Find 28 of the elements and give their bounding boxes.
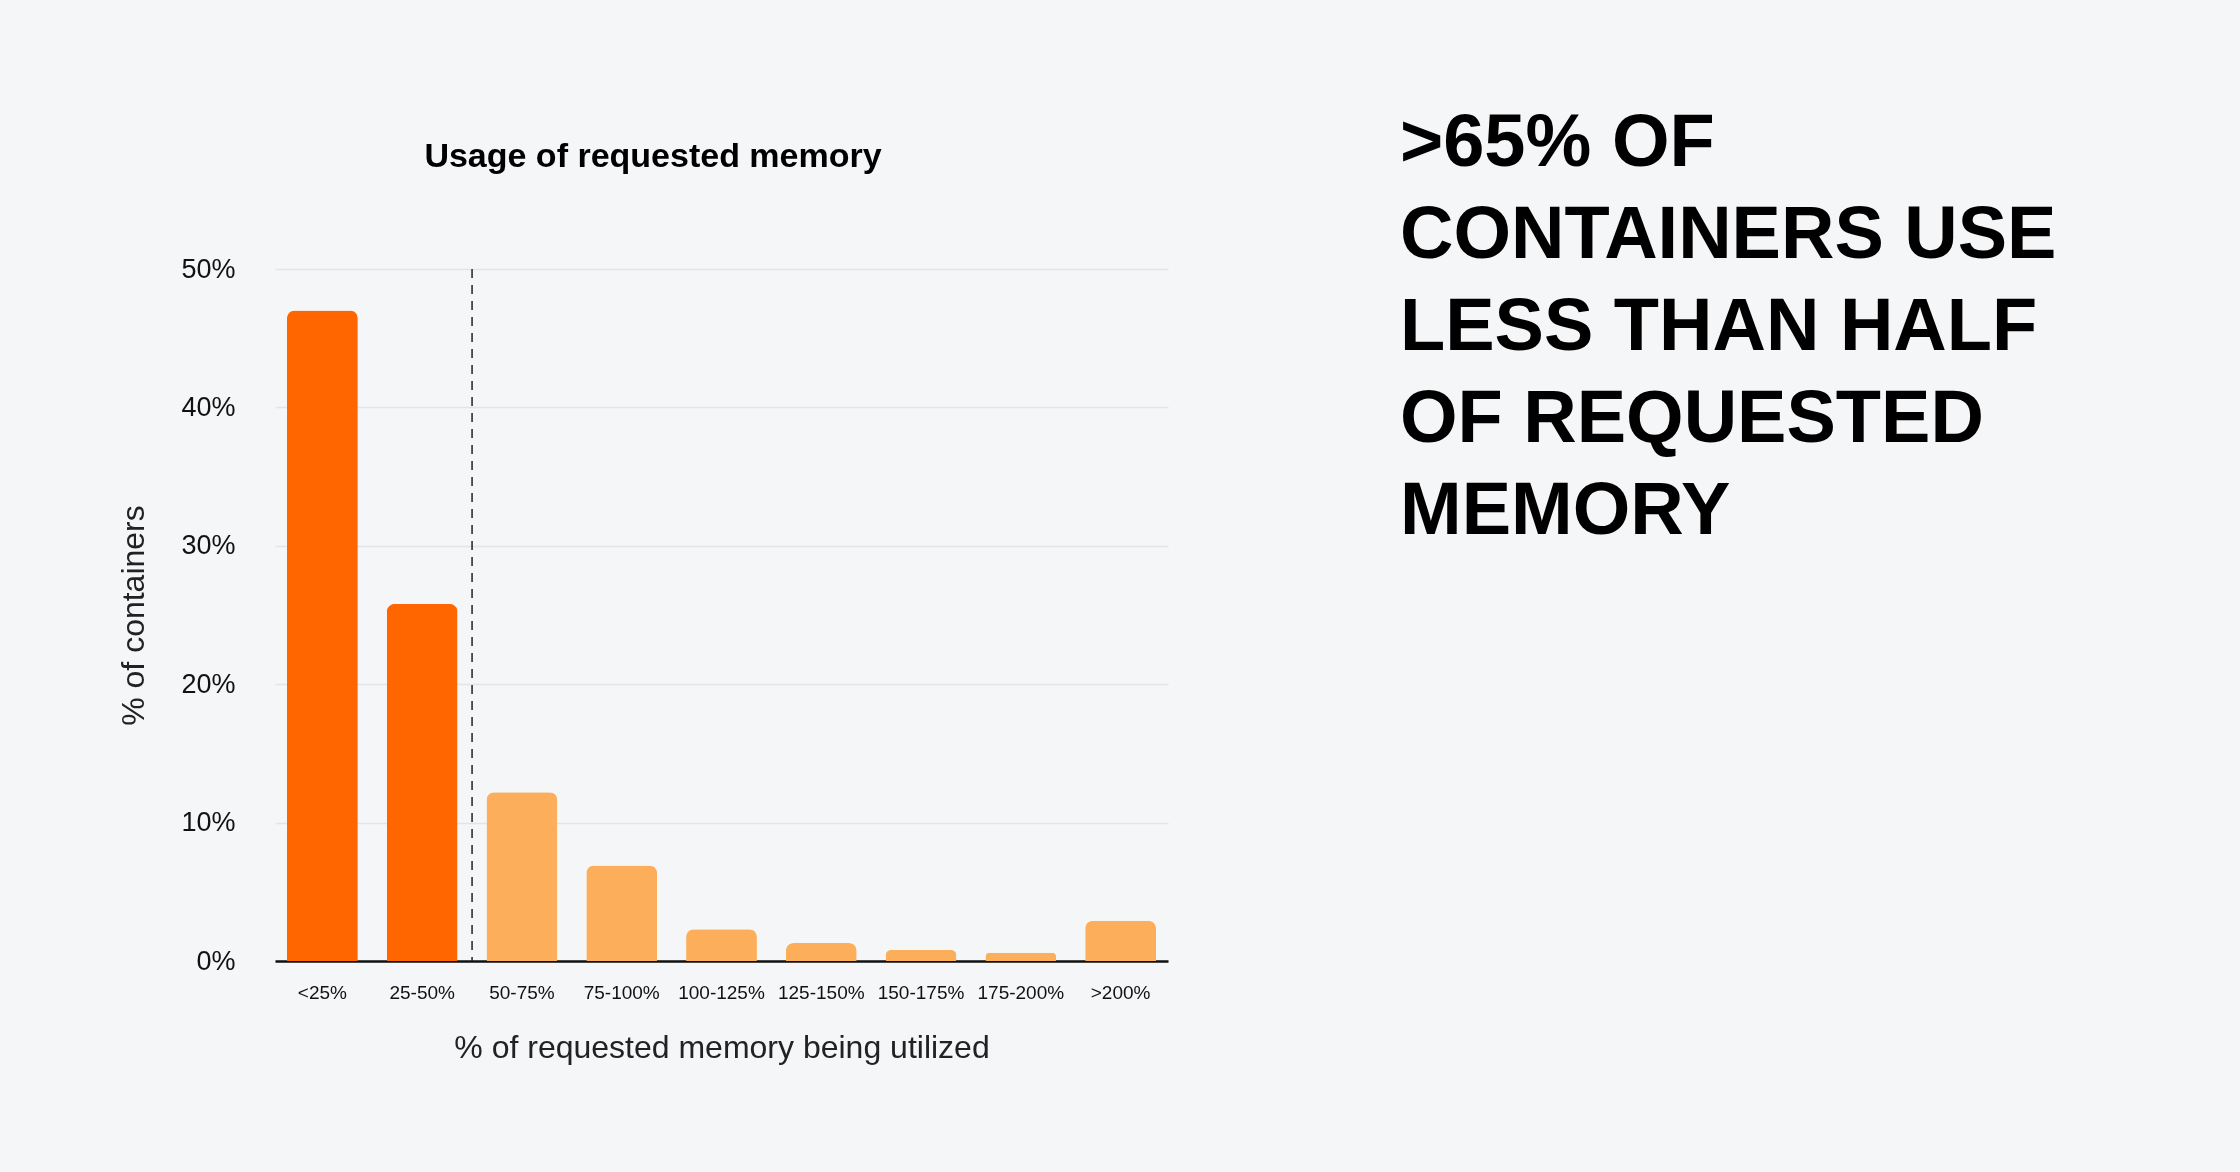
y-tick-label: 20% <box>181 668 236 699</box>
bar <box>486 792 558 961</box>
bar <box>286 310 358 961</box>
bar <box>985 952 1057 961</box>
x-tick-label: 50-75% <box>489 981 555 1003</box>
y-tick-label: 50% <box>181 253 236 284</box>
chart-title: Usage of requested memory <box>424 136 882 174</box>
y-axis-title: % of containers <box>115 505 152 726</box>
x-tick-label: 25-50% <box>389 981 456 1003</box>
text: >65% OF CONTAINERS USE LESS THAN HALF OF REQUESTED MEMORY <box>1400 99 2057 550</box>
y-tick-label: 40% <box>181 391 236 422</box>
bar <box>885 949 957 961</box>
bar <box>1085 920 1157 961</box>
y-tick-label: 30% <box>181 530 236 561</box>
bar <box>785 943 857 961</box>
y-tick-label: 0% <box>196 945 236 976</box>
y-tick-label: 10% <box>181 807 236 838</box>
bar <box>386 603 458 961</box>
bar <box>586 865 658 961</box>
x-tick-label: 100-125% <box>678 981 765 1003</box>
x-tick-label: 75-100% <box>583 981 660 1003</box>
x-tick-label: >200% <box>1090 981 1151 1003</box>
x-tick-label: 125-150% <box>777 981 865 1003</box>
bar <box>686 929 757 961</box>
x-tick-label: <25% <box>297 981 348 1003</box>
x-axis-title: % of requested memory being utilized <box>454 1028 990 1065</box>
x-tick-label: 175-200% <box>977 981 1065 1003</box>
x-tick-label: 150-175% <box>877 981 965 1003</box>
